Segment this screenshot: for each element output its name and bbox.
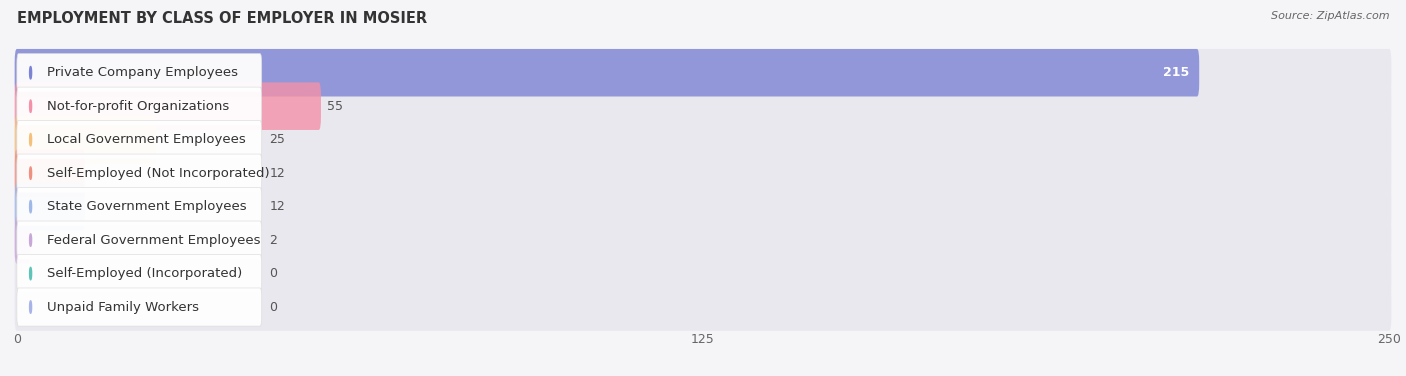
FancyBboxPatch shape — [14, 216, 30, 264]
Text: 12: 12 — [270, 200, 285, 213]
Text: Unpaid Family Workers: Unpaid Family Workers — [46, 300, 200, 314]
Circle shape — [30, 267, 31, 280]
FancyBboxPatch shape — [14, 82, 1392, 130]
Circle shape — [30, 167, 31, 179]
FancyBboxPatch shape — [17, 221, 262, 259]
FancyBboxPatch shape — [14, 250, 1392, 297]
FancyBboxPatch shape — [17, 188, 262, 226]
FancyBboxPatch shape — [14, 283, 1392, 331]
FancyBboxPatch shape — [14, 49, 1199, 97]
Text: 25: 25 — [270, 133, 285, 146]
Text: 0: 0 — [270, 300, 277, 314]
Text: State Government Employees: State Government Employees — [46, 200, 246, 213]
Circle shape — [30, 133, 31, 146]
FancyBboxPatch shape — [14, 82, 321, 130]
FancyBboxPatch shape — [17, 288, 262, 326]
FancyBboxPatch shape — [14, 149, 84, 197]
FancyBboxPatch shape — [14, 183, 1392, 230]
FancyBboxPatch shape — [17, 255, 262, 293]
Circle shape — [30, 200, 31, 213]
FancyBboxPatch shape — [14, 183, 84, 230]
FancyBboxPatch shape — [14, 49, 1392, 97]
Text: 215: 215 — [1163, 66, 1189, 79]
Text: Self-Employed (Incorporated): Self-Employed (Incorporated) — [46, 267, 242, 280]
Circle shape — [30, 100, 31, 112]
Text: 55: 55 — [328, 100, 343, 113]
Text: Local Government Employees: Local Government Employees — [46, 133, 246, 146]
Text: Private Company Employees: Private Company Employees — [46, 66, 238, 79]
Text: 2: 2 — [270, 233, 277, 247]
FancyBboxPatch shape — [17, 54, 262, 92]
Circle shape — [30, 67, 31, 79]
Text: Federal Government Employees: Federal Government Employees — [46, 233, 260, 247]
Text: Self-Employed (Not Incorporated): Self-Employed (Not Incorporated) — [46, 167, 270, 180]
FancyBboxPatch shape — [17, 154, 262, 192]
Text: Not-for-profit Organizations: Not-for-profit Organizations — [46, 100, 229, 113]
FancyBboxPatch shape — [14, 116, 156, 164]
Text: EMPLOYMENT BY CLASS OF EMPLOYER IN MOSIER: EMPLOYMENT BY CLASS OF EMPLOYER IN MOSIE… — [17, 11, 427, 26]
FancyBboxPatch shape — [14, 216, 1392, 264]
Circle shape — [30, 301, 31, 313]
FancyBboxPatch shape — [14, 116, 1392, 164]
Text: 12: 12 — [270, 167, 285, 180]
FancyBboxPatch shape — [17, 87, 262, 125]
FancyBboxPatch shape — [17, 121, 262, 159]
Text: Source: ZipAtlas.com: Source: ZipAtlas.com — [1271, 11, 1389, 21]
Circle shape — [30, 234, 31, 246]
Text: 0: 0 — [270, 267, 277, 280]
FancyBboxPatch shape — [14, 149, 1392, 197]
